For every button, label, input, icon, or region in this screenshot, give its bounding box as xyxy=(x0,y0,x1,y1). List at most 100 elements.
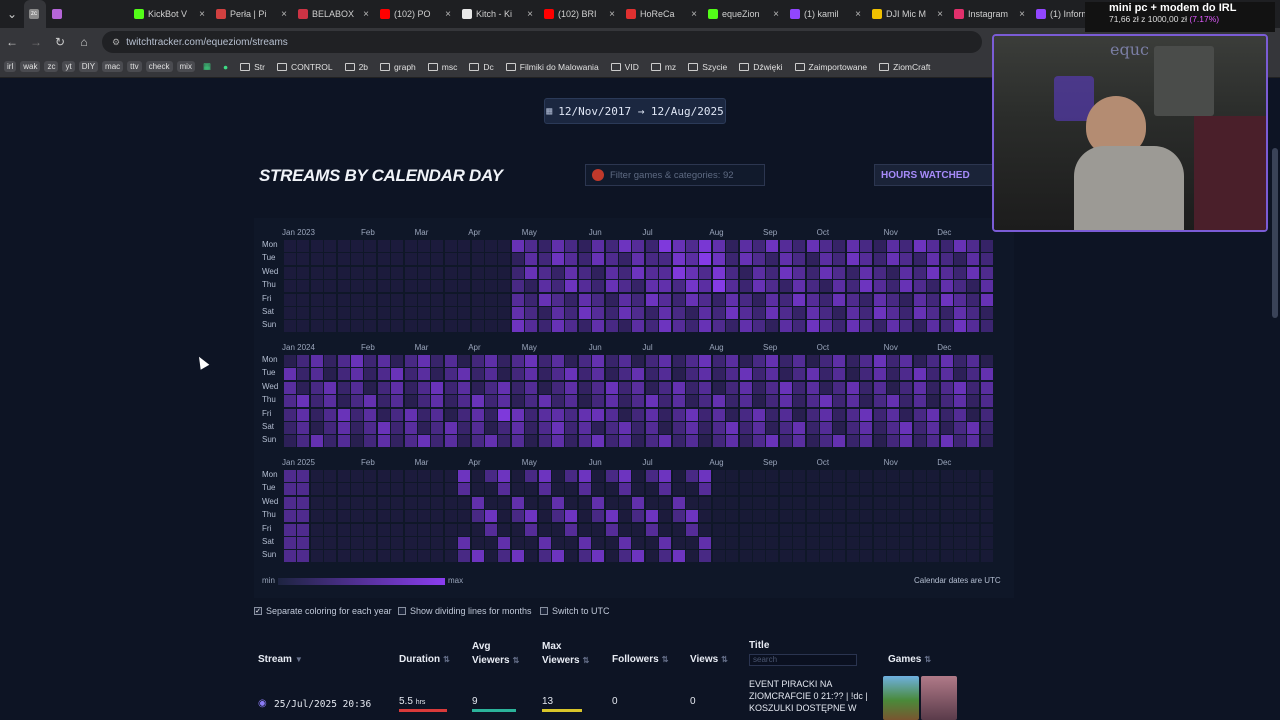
home-icon[interactable]: ⌂ xyxy=(80,35,88,49)
calendar-day-cell[interactable] xyxy=(739,253,752,266)
calendar-day-cell[interactable] xyxy=(739,483,752,496)
calendar-day-cell[interactable] xyxy=(538,266,551,279)
calendar-day-cell[interactable] xyxy=(712,408,725,421)
calendar-day-cell[interactable] xyxy=(645,381,658,394)
calendar-day-cell[interactable] xyxy=(820,496,832,509)
calendar-day-cell[interactable] xyxy=(940,510,953,523)
calendar-day-cell[interactable] xyxy=(887,368,899,381)
calendar-day-cell[interactable] xyxy=(498,510,511,523)
calendar-day-cell[interactable] xyxy=(351,253,363,266)
calendar-day-cell[interactable] xyxy=(726,435,739,448)
calendar-day-cell[interactable] xyxy=(860,470,873,482)
calendar-day-cell[interactable] xyxy=(900,368,913,381)
bookmark-folder[interactable]: 2b xyxy=(344,62,368,72)
calendar-day-cell[interactable] xyxy=(820,280,832,293)
calendar-day-cell[interactable] xyxy=(391,483,404,496)
calendar-day-cell[interactable] xyxy=(846,408,859,421)
calendar-day-cell[interactable] xyxy=(431,496,444,509)
calendar-day-cell[interactable] xyxy=(927,280,940,293)
calendar-day-cell[interactable] xyxy=(592,537,605,549)
bookmark-chip[interactable]: mac xyxy=(102,61,124,72)
calendar-day-cell[interactable] xyxy=(351,355,363,367)
calendar-day-cell[interactable] xyxy=(552,408,564,421)
bookmark-folder[interactable]: Filmiki do Malowania xyxy=(505,62,599,72)
calendar-day-cell[interactable] xyxy=(739,550,752,563)
calendar-day-cell[interactable] xyxy=(578,307,591,319)
calendar-day-cell[interactable] xyxy=(337,381,350,394)
calendar-day-cell[interactable] xyxy=(833,320,846,333)
calendar-day-cell[interactable] xyxy=(431,293,444,306)
calendar-day-cell[interactable] xyxy=(645,240,658,252)
calendar-day-cell[interactable] xyxy=(364,381,377,394)
calendar-day-cell[interactable] xyxy=(284,483,296,496)
calendar-day-cell[interactable] xyxy=(538,381,551,394)
calendar-day-cell[interactable] xyxy=(927,293,940,306)
calendar-day-cell[interactable] xyxy=(538,307,551,319)
calendar-day-cell[interactable] xyxy=(900,307,913,319)
calendar-day-cell[interactable] xyxy=(686,266,698,279)
calendar-day-cell[interactable] xyxy=(310,395,323,408)
calendar-day-cell[interactable] xyxy=(967,240,980,252)
calendar-day-cell[interactable] xyxy=(887,240,899,252)
calendar-day-cell[interactable] xyxy=(712,395,725,408)
calendar-day-cell[interactable] xyxy=(592,240,605,252)
bookmark-chip[interactable]: DIY xyxy=(78,61,99,72)
calendar-day-cell[interactable] xyxy=(324,510,337,523)
calendar-day-cell[interactable] xyxy=(940,523,953,536)
calendar-day-cell[interactable] xyxy=(431,435,444,448)
calendar-day-cell[interactable] xyxy=(940,293,953,306)
calendar-day-cell[interactable] xyxy=(565,240,578,252)
calendar-day-cell[interactable] xyxy=(806,253,819,266)
calendar-day-cell[interactable] xyxy=(779,537,792,549)
calendar-day-cell[interactable] xyxy=(498,320,511,333)
calendar-day-cell[interactable] xyxy=(565,355,578,367)
calendar-day-cell[interactable] xyxy=(351,510,363,523)
calendar-day-cell[interactable] xyxy=(578,422,591,434)
calendar-day-cell[interactable] xyxy=(458,253,471,266)
calendar-day-cell[interactable] xyxy=(887,422,899,434)
calendar-day-cell[interactable] xyxy=(458,550,471,563)
calendar-day-cell[interactable] xyxy=(793,496,806,509)
calendar-day-cell[interactable] xyxy=(525,510,538,523)
calendar-day-cell[interactable] xyxy=(578,293,591,306)
calendar-day-cell[interactable] xyxy=(284,537,296,549)
calendar-day-cell[interactable] xyxy=(940,240,953,252)
calendar-day-cell[interactable] xyxy=(284,266,296,279)
calendar-day-cell[interactable] xyxy=(927,307,940,319)
calendar-day-cell[interactable] xyxy=(458,355,471,367)
calendar-day-cell[interactable] xyxy=(686,510,698,523)
calendar-day-cell[interactable] xyxy=(846,496,859,509)
calendar-day-cell[interactable] xyxy=(632,550,645,563)
calendar-day-cell[interactable] xyxy=(498,355,511,367)
calendar-day-cell[interactable] xyxy=(820,355,832,367)
calendar-day-cell[interactable] xyxy=(940,381,953,394)
calendar-day-cell[interactable] xyxy=(873,422,886,434)
calendar-day-cell[interactable] xyxy=(913,496,926,509)
calendar-day-cell[interactable] xyxy=(913,355,926,367)
calendar-day-cell[interactable] xyxy=(659,368,672,381)
calendar-day-cell[interactable] xyxy=(672,408,685,421)
calendar-day-cell[interactable] xyxy=(364,280,377,293)
calendar-day-cell[interactable] xyxy=(605,240,618,252)
calendar-day-cell[interactable] xyxy=(739,355,752,367)
calendar-day-cell[interactable] xyxy=(779,355,792,367)
calendar-day-cell[interactable] xyxy=(511,320,524,333)
calendar-day-cell[interactable] xyxy=(806,496,819,509)
calendar-day-cell[interactable] xyxy=(364,266,377,279)
calendar-day-cell[interactable] xyxy=(525,368,538,381)
calendar-day-cell[interactable] xyxy=(565,537,578,549)
calendar-day-cell[interactable] xyxy=(954,253,966,266)
calendar-day-cell[interactable] xyxy=(672,523,685,536)
calendar-day-cell[interactable] xyxy=(377,496,390,509)
calendar-day-cell[interactable] xyxy=(511,470,524,482)
calendar-day-cell[interactable] xyxy=(766,510,779,523)
calendar-day-cell[interactable] xyxy=(337,266,350,279)
calendar-day-cell[interactable] xyxy=(605,550,618,563)
calendar-day-cell[interactable] xyxy=(940,483,953,496)
calendar-day-cell[interactable] xyxy=(793,537,806,549)
calendar-day-cell[interactable] xyxy=(552,496,564,509)
calendar-day-cell[interactable] xyxy=(444,550,457,563)
calendar-day-cell[interactable] xyxy=(645,355,658,367)
calendar-day-cell[interactable] xyxy=(766,280,779,293)
calendar-day-cell[interactable] xyxy=(806,293,819,306)
